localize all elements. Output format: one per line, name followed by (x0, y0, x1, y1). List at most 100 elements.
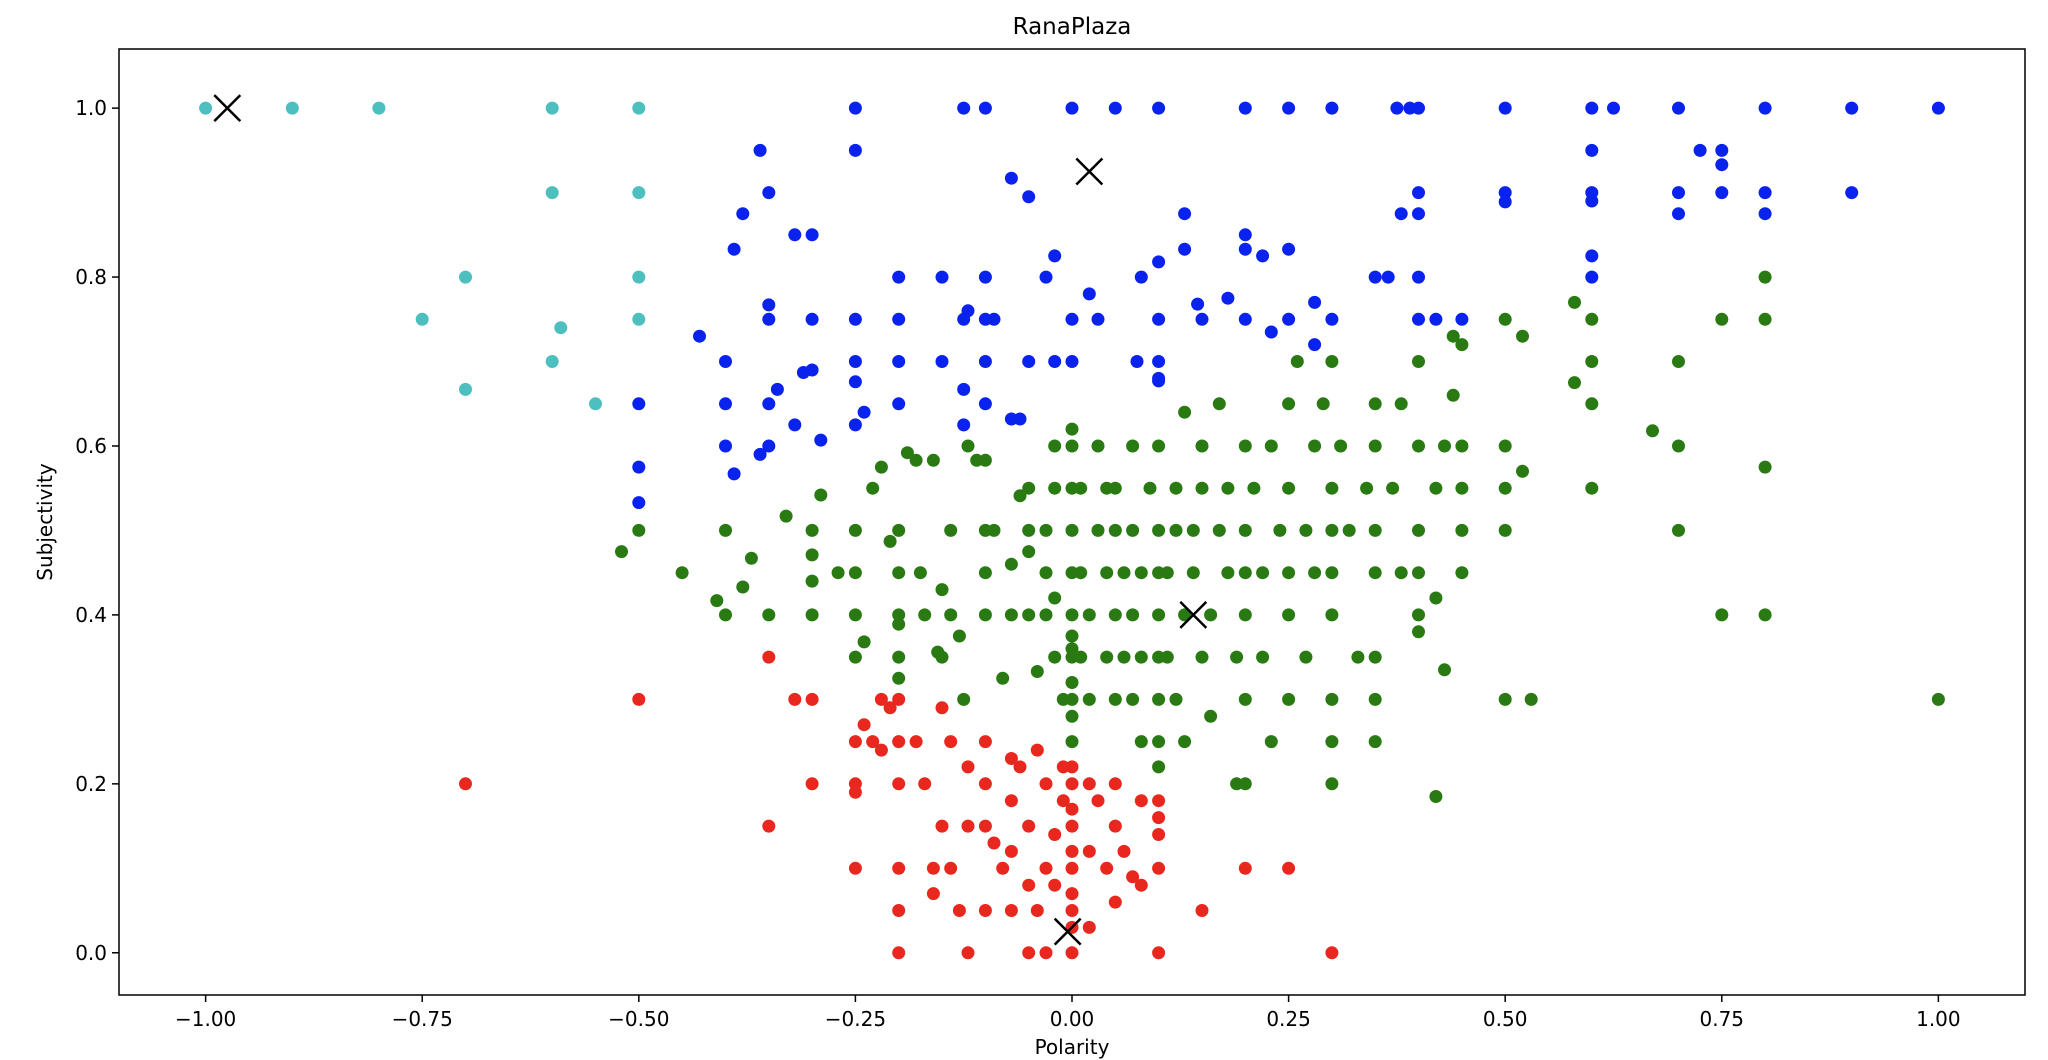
data-point (1672, 186, 1685, 200)
data-point (1693, 143, 1707, 157)
data-point (1325, 312, 1339, 326)
data-point (892, 692, 906, 706)
data-point (1065, 887, 1079, 901)
data-point (805, 312, 819, 326)
data-point (736, 207, 750, 221)
data-point (1091, 523, 1105, 537)
data-point (1152, 692, 1166, 706)
data-point (1195, 439, 1209, 453)
x-tick-label: 0.75 (1700, 1007, 1745, 1031)
data-point (952, 904, 966, 917)
data-point (892, 617, 906, 631)
data-point (1178, 405, 1192, 419)
data-point (1013, 412, 1027, 426)
data-point (1048, 650, 1062, 664)
x-tick-label: −0.50 (608, 1007, 669, 1031)
data-point (814, 488, 828, 502)
data-point (1004, 794, 1018, 808)
x-tick-label: −0.75 (392, 1007, 453, 1031)
data-point (1238, 523, 1252, 537)
data-point (1152, 608, 1166, 622)
data-point (1152, 312, 1166, 326)
data-point (1715, 143, 1729, 157)
data-point (1325, 777, 1339, 791)
centroid-marker (1075, 157, 1104, 186)
data-point (978, 819, 992, 833)
data-point (1134, 650, 1148, 664)
data-point (892, 777, 906, 791)
data-point (957, 692, 971, 706)
data-point (1368, 523, 1382, 537)
x-tick-label: 1.00 (1916, 1007, 1961, 1031)
data-point (1065, 355, 1079, 368)
data-point (632, 460, 646, 474)
data-point (1498, 481, 1512, 495)
data-point (554, 321, 568, 335)
data-point (1368, 270, 1382, 284)
data-point (1386, 481, 1400, 495)
data-point (1039, 270, 1053, 284)
data-point (1381, 270, 1395, 284)
data-point (1221, 566, 1235, 580)
centroid-marker (213, 94, 242, 123)
data-point (1412, 355, 1425, 368)
y-tick-label: 0.4 (75, 603, 107, 627)
data-point (1065, 861, 1079, 875)
data-point (753, 447, 767, 461)
data-point (1065, 439, 1079, 453)
data-point (1048, 249, 1062, 263)
data-point (1308, 439, 1322, 453)
data-point (1065, 642, 1079, 656)
data-point (1585, 397, 1599, 411)
data-point (892, 946, 906, 960)
data-point (1498, 523, 1512, 537)
data-point (1455, 338, 1469, 352)
data-point (831, 566, 845, 580)
data-point (1022, 878, 1036, 892)
data-point (1455, 566, 1469, 580)
data-point (1048, 481, 1062, 495)
data-point (1082, 844, 1096, 858)
data-point (1065, 904, 1079, 917)
data-point (848, 735, 862, 749)
data-point (719, 608, 732, 622)
data-point (762, 186, 776, 200)
data-point (1758, 460, 1772, 474)
data-point (1178, 735, 1192, 749)
data-point (1715, 158, 1729, 172)
data-point (1117, 844, 1131, 858)
data-point (632, 101, 646, 115)
data-point (1568, 376, 1581, 390)
data-point (1672, 101, 1685, 115)
data-point (1256, 650, 1270, 664)
data-point (1022, 946, 1036, 960)
data-point (1152, 828, 1166, 841)
data-point (459, 270, 472, 284)
data-point (892, 608, 906, 622)
data-point (1152, 861, 1166, 875)
data-point (996, 861, 1010, 875)
data-point (944, 735, 958, 749)
data-point (909, 735, 923, 749)
data-point (1758, 270, 1772, 284)
data-point (883, 534, 897, 548)
data-point (1065, 629, 1079, 643)
data-point (719, 397, 732, 411)
data-point (762, 608, 776, 622)
data-point (762, 439, 776, 453)
data-point (1238, 692, 1252, 706)
data-point (1048, 355, 1062, 368)
data-point (615, 545, 628, 559)
data-point (1065, 819, 1079, 833)
data-point (1438, 439, 1451, 453)
data-point (1758, 101, 1772, 115)
chart-title: RanaPlaza (1013, 14, 1132, 40)
y-tick-label: 0.0 (75, 941, 107, 965)
data-point (1282, 566, 1296, 580)
data-point (762, 650, 776, 664)
data-point (1108, 895, 1122, 909)
data-point (1498, 312, 1512, 326)
data-point (1325, 946, 1339, 960)
points-layer (199, 101, 1945, 960)
data-point (892, 566, 906, 580)
